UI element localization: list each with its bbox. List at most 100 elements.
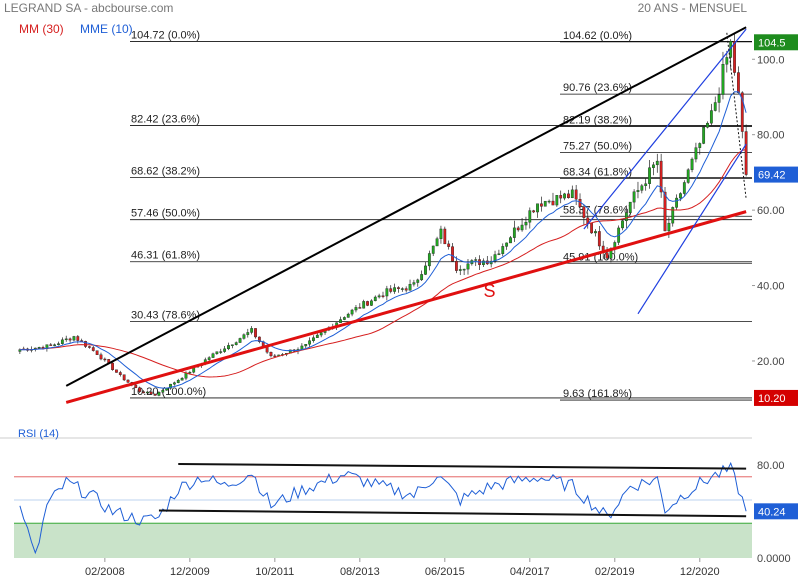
candle-body — [122, 374, 126, 381]
support-line — [65, 210, 747, 404]
candle-body — [648, 167, 651, 184]
candle-body — [188, 371, 192, 374]
y-tick-label: 20.00 — [757, 356, 785, 368]
rsi-y-tick-label: 0.0000 — [757, 553, 791, 565]
candle-body — [145, 391, 149, 394]
candle-body — [455, 260, 458, 271]
candle-body — [574, 189, 578, 200]
candle-body — [686, 169, 690, 183]
fib-label-right: 82.19 (38.2%) — [563, 114, 632, 126]
candle-body — [744, 131, 748, 175]
y-tick-label: 60.00 — [757, 205, 785, 217]
candle-body — [439, 228, 443, 239]
fib-label-left: 57.46 (50.0%) — [131, 208, 200, 220]
candle-body — [675, 197, 678, 208]
candle-body — [482, 260, 485, 265]
candle-body — [385, 288, 389, 297]
candle-body — [304, 344, 308, 347]
x-tick-label: 12/2020 — [680, 566, 720, 578]
candle-body — [663, 191, 667, 232]
candle-body — [400, 288, 404, 290]
candle-body — [397, 287, 400, 289]
candle-body — [95, 350, 99, 355]
candle-body — [269, 351, 273, 357]
candle-body — [582, 206, 586, 218]
x-tick-label: 06/2015 — [425, 566, 465, 578]
candle-body — [215, 351, 219, 354]
candle-body — [350, 309, 354, 315]
candle-body — [694, 147, 698, 160]
candle-body — [528, 210, 532, 223]
candle-body — [49, 344, 53, 346]
candle-body — [134, 384, 138, 388]
candle-body — [412, 282, 416, 285]
price-badge — [754, 389, 798, 406]
candle-body — [99, 354, 103, 360]
candle-body — [366, 301, 369, 306]
candle-body — [153, 393, 157, 396]
y-tick-label: 80.00 — [757, 130, 785, 142]
candle-body — [524, 221, 528, 226]
fib-label-right: 9.63 (161.8%) — [563, 388, 632, 400]
x-tick-label: 08/2013 — [340, 566, 380, 578]
candle-body — [644, 183, 648, 186]
candle-body — [505, 242, 509, 247]
candle-body — [223, 348, 227, 352]
candle-body — [408, 284, 412, 291]
fib-label-right: 104.62 (0.0%) — [563, 30, 632, 42]
price-badge — [754, 166, 798, 183]
candle-body — [655, 160, 659, 166]
candle-body — [404, 288, 408, 291]
candle-body — [555, 195, 559, 206]
price-panel: 20.00 40.00 60.00 80.00 100.0 104.72 (0.0%) 82… — [18, 26, 798, 406]
x-tick-label: 02/2008 — [85, 566, 125, 578]
candle-body — [516, 227, 520, 231]
candle-body — [682, 182, 686, 194]
candle-body — [628, 201, 632, 213]
candle-body — [652, 164, 655, 168]
candle-body — [176, 380, 180, 383]
candle-body — [451, 246, 454, 262]
candle-body — [416, 279, 420, 283]
rsi-badge — [754, 503, 798, 520]
chart-title: LEGRAND SA - abcbourse.com — [4, 1, 174, 15]
candle-body — [180, 378, 184, 381]
candle-body — [57, 343, 60, 345]
candle-body — [458, 269, 462, 271]
candle-body — [605, 252, 609, 259]
candle-body — [254, 328, 257, 338]
candle-body — [431, 245, 435, 254]
candle-body — [551, 200, 555, 206]
candle-body — [88, 346, 91, 348]
candle-body — [138, 387, 142, 392]
rsi-line — [19, 461, 747, 555]
candle-body — [624, 212, 628, 222]
x-tick-label: 02/2019 — [595, 566, 635, 578]
candle-body — [64, 338, 68, 341]
candle-body — [597, 231, 601, 247]
candle-body — [567, 193, 570, 199]
fib-label-right: 58.37 (78.6%) — [563, 204, 632, 216]
upper-trendline — [65, 26, 747, 387]
candle-body — [671, 207, 675, 224]
candle-body — [76, 336, 80, 341]
candle-body — [257, 336, 261, 342]
candle-body — [393, 287, 396, 292]
candle-body — [559, 195, 563, 199]
price-badge-label: 69.42 — [758, 170, 786, 182]
fib-label-right: 68.34 (61.8%) — [563, 167, 632, 179]
candle-body — [227, 345, 230, 350]
mm30-line — [19, 149, 747, 378]
candle-body — [427, 253, 431, 267]
candle-body — [37, 347, 41, 349]
candle-body — [474, 259, 478, 261]
candle-body — [377, 295, 381, 298]
candle-body — [621, 220, 624, 229]
candle-body — [709, 110, 713, 124]
candle-body — [420, 274, 424, 281]
candle-body — [539, 203, 543, 207]
candle-body — [532, 210, 536, 213]
candle-body — [389, 288, 393, 292]
